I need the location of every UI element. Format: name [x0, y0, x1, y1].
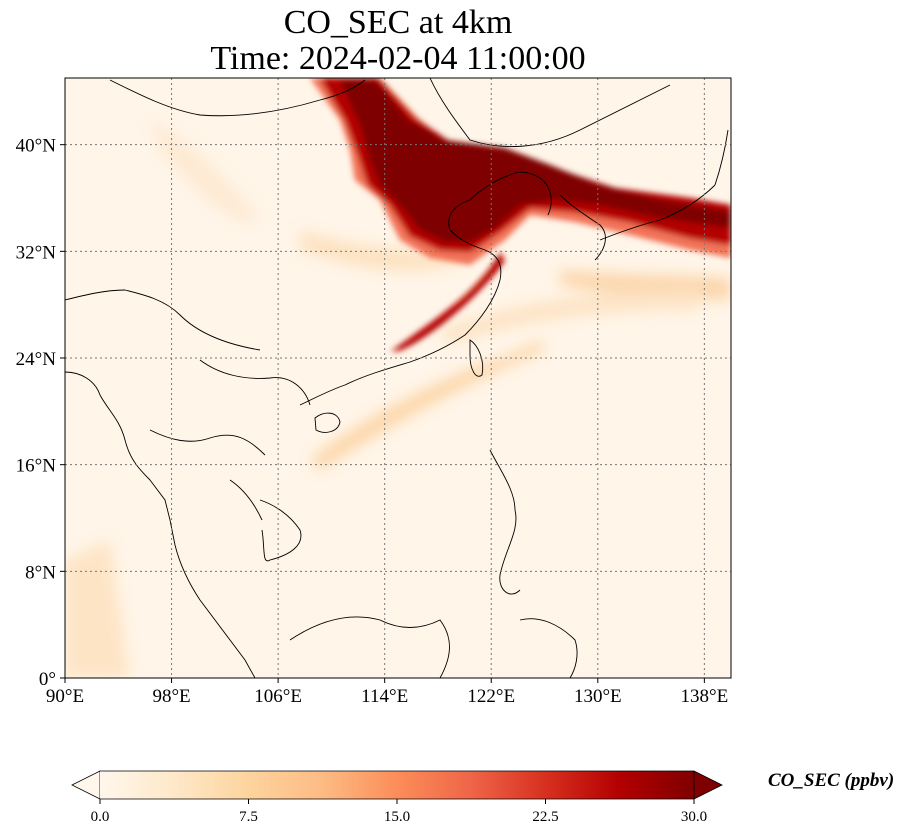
colorbar-label: CO_SEC (ppbv) [768, 770, 895, 791]
lat-tick-label: 16°N [16, 456, 57, 477]
colorbar-ticks: 0.0 7.5 15.0 22.5 30.0 [91, 799, 707, 825]
lon-tick-label: 98°E [152, 686, 190, 707]
lat-tick-label: 40°N [16, 136, 57, 157]
lon-tick-label: 106°E [254, 686, 302, 707]
colorbar-tick-label: 7.5 [239, 809, 258, 825]
lat-tick-label: 8°N [25, 562, 56, 583]
map-area [65, 78, 731, 678]
colorbar-extend-min [71, 770, 101, 800]
co-plume [310, 78, 731, 352]
lon-tick-label: 114°E [361, 686, 408, 707]
map-title-line1: CO_SEC at 4km [283, 4, 513, 41]
map-title-line2: Time: 2024-02-04 11:00:00 [210, 40, 586, 77]
map-frame [64, 77, 732, 679]
gridlines [65, 78, 731, 678]
lat-tick-label: 32°N [16, 242, 57, 263]
colorbar: 0.0 7.5 15.0 22.5 30.0 [71, 770, 723, 825]
colorbar-body [100, 771, 694, 799]
axis-ticks: 90°E 98°E 106°E 114°E 122°E 130°E 138°E 0° 8°N 16… [16, 136, 729, 707]
colorbar-tick-label: 22.5 [532, 809, 558, 825]
background-field [65, 120, 731, 678]
lat-tick-label: 0° [39, 669, 56, 690]
lat-tick-label: 24°N [16, 349, 57, 370]
colorbar-extend-max [693, 770, 723, 800]
colorbar-tick-label: 15.0 [384, 809, 410, 825]
lon-tick-label: 138°E [681, 686, 729, 707]
coastlines [65, 78, 729, 678]
lon-tick-label: 90°E [46, 686, 84, 707]
colorbar-tick-label: 0.0 [91, 809, 110, 825]
lon-tick-label: 130°E [574, 686, 622, 707]
lon-tick-label: 122°E [467, 686, 515, 707]
colorbar-tick-label: 30.0 [681, 809, 707, 825]
